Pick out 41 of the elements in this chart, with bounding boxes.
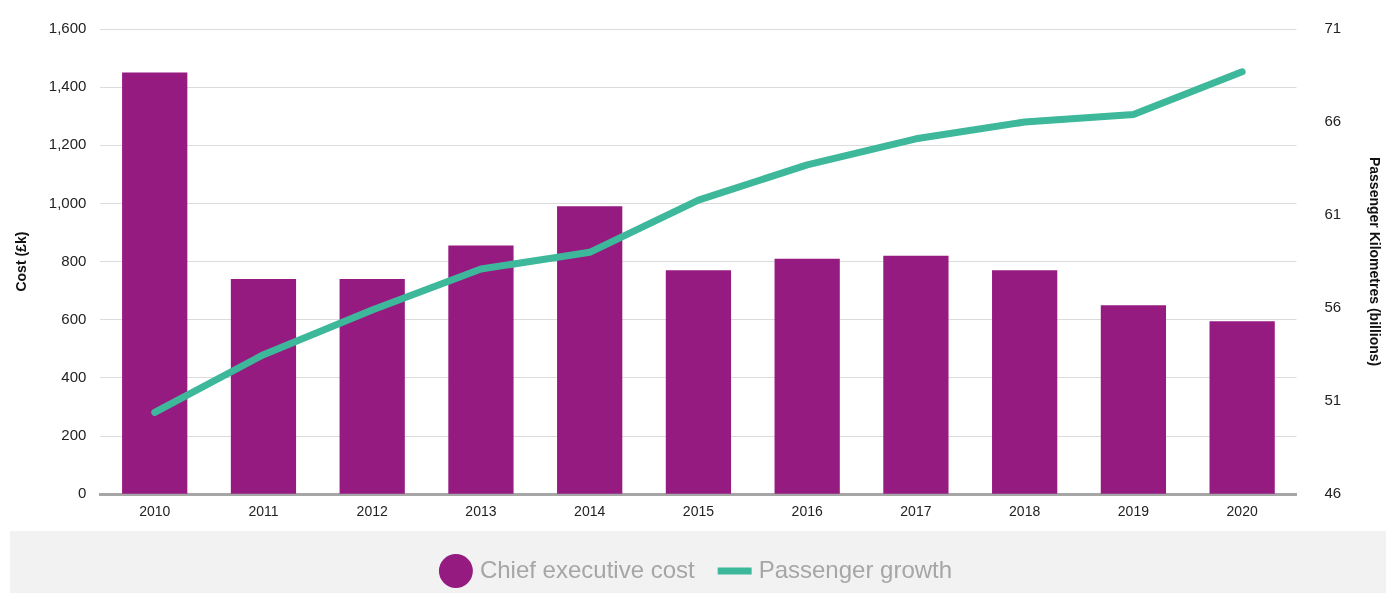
x-tick-label: 2012 — [356, 503, 388, 520]
bar — [883, 255, 949, 494]
y2-tick-label: 46 — [1324, 484, 1342, 502]
x-tick-label: 2019 — [1117, 503, 1150, 520]
y-tick-label: 800 — [61, 251, 87, 269]
y2-tick-label: 56 — [1324, 298, 1342, 316]
y-tick-label: 1,400 — [48, 77, 87, 95]
y2-tick-label: 51 — [1324, 391, 1342, 409]
bar — [557, 206, 623, 494]
bar — [122, 72, 188, 494]
x-tick-label: 2011 — [248, 503, 279, 520]
y-axis-title: Cost (£k) — [13, 231, 30, 292]
y-tick-label: 1,200 — [48, 135, 87, 153]
y2-tick-label: 61 — [1324, 205, 1342, 223]
x-tick-label: 2018 — [1009, 503, 1041, 520]
y2-tick-label: 66 — [1324, 112, 1342, 130]
bar — [230, 279, 297, 494]
y-tick-label: 0 — [77, 484, 87, 502]
bar — [665, 270, 732, 494]
bar — [1209, 321, 1275, 494]
bar — [448, 245, 514, 494]
bar — [339, 279, 405, 494]
legend-label: Passenger growth — [758, 555, 953, 583]
x-tick-label: 2010 — [139, 503, 171, 520]
y2-tick-label: 71 — [1324, 19, 1342, 37]
y-tick-label: 1,000 — [48, 193, 87, 211]
bar — [774, 258, 840, 494]
x-tick-label: 2020 — [1226, 503, 1258, 520]
y2-axis-title: Passenger Kilometres (billions) — [1366, 156, 1383, 367]
bar — [1100, 305, 1167, 494]
y-tick-label: 200 — [61, 426, 87, 444]
legend-label: Chief executive cost — [479, 555, 695, 583]
x-tick-label: 2016 — [791, 503, 823, 520]
x-tick-label: 2013 — [465, 503, 497, 520]
x-tick-label: 2015 — [682, 503, 715, 520]
y-tick-label: 1,600 — [48, 19, 87, 37]
x-tick-label: 2017 — [900, 503, 932, 520]
x-tick-label: 2014 — [574, 503, 606, 520]
y-tick-label: 400 — [61, 368, 87, 386]
y-tick-label: 600 — [61, 309, 87, 327]
bar — [992, 270, 1058, 494]
